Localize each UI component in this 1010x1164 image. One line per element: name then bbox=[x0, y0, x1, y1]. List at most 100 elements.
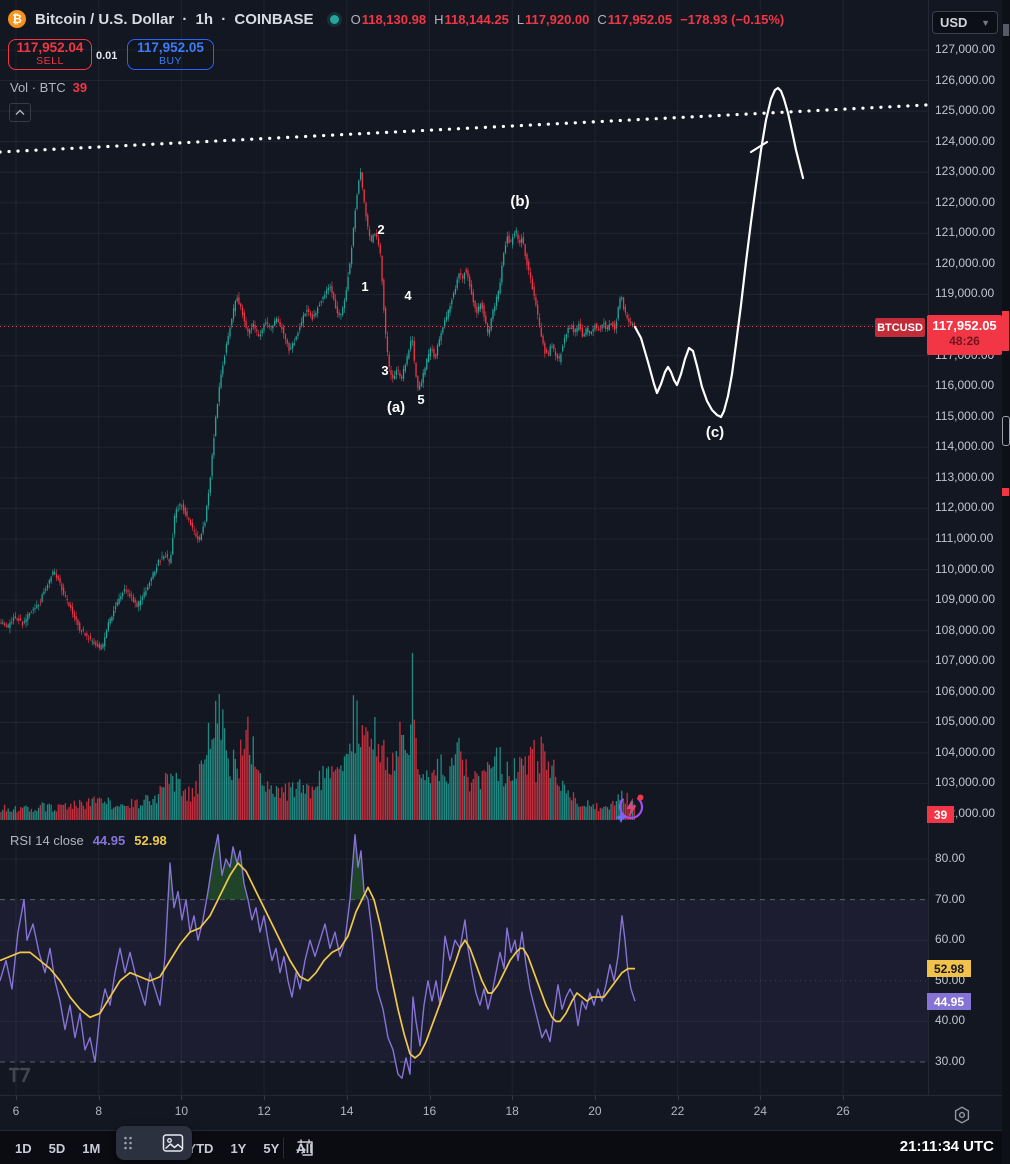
time-tick-mark bbox=[429, 1096, 431, 1100]
price-axis-label: 106,000.00 bbox=[935, 683, 996, 698]
range-button-5D[interactable]: 5D bbox=[46, 1139, 69, 1158]
go-to-date-button[interactable] bbox=[293, 1136, 317, 1163]
strip-price-mark bbox=[1002, 311, 1009, 351]
utc-clock[interactable]: 21:11:34 UTC bbox=[899, 1138, 994, 1155]
range-button-1Y[interactable]: 1Y bbox=[227, 1139, 249, 1158]
chart-header: ₿ Bitcoin / U.S. Dollar · 1h · COINBASE … bbox=[8, 8, 784, 30]
time-axis-label: 18 bbox=[505, 1104, 519, 1118]
volume-axis-badge: 39 bbox=[927, 806, 954, 823]
close-value: 117,952.05 bbox=[607, 11, 673, 27]
time-tick-mark bbox=[181, 1096, 183, 1100]
time-axis-label: 14 bbox=[340, 1104, 354, 1118]
rsi-axis-scale-label: 70.00 bbox=[935, 891, 966, 906]
rsi-legend[interactable]: RSI 14 close 44.95 52.98 bbox=[10, 833, 167, 848]
gear-icon bbox=[954, 1106, 970, 1124]
range-button-YTD[interactable]: YTD bbox=[184, 1139, 216, 1158]
sell-button[interactable]: 117,952.04 SELL bbox=[8, 39, 92, 70]
price-axis[interactable]: USD ▼ 127,000.00 126,000.00 125,000.00 124,… bbox=[928, 0, 1003, 1095]
calendar-arrow-icon bbox=[296, 1139, 313, 1156]
volume-value: 39 bbox=[72, 80, 88, 95]
high-value: 118,144.25 bbox=[444, 11, 509, 27]
price-axis-label: 109,000.00 bbox=[935, 592, 996, 607]
time-axis-label: 22 bbox=[670, 1104, 685, 1118]
chevron-up-icon bbox=[15, 109, 25, 115]
price-axis-label: 127,000.00 bbox=[935, 42, 996, 56]
time-tick-mark bbox=[677, 1096, 679, 1100]
bar-countdown: 48:26 bbox=[949, 334, 980, 348]
axis-settings-button[interactable] bbox=[951, 1104, 973, 1126]
time-axis-label: 24 bbox=[753, 1104, 767, 1118]
open-value: 118,130.98 bbox=[361, 11, 427, 27]
change-value: −178.93 (−0.15%) bbox=[680, 11, 785, 27]
price-axis-label: 104,000.00 bbox=[935, 744, 996, 759]
rsi-value: 44.95 bbox=[92, 833, 126, 848]
bitcoin-icon: ₿ bbox=[8, 10, 26, 28]
wave-label-a: (a) bbox=[387, 399, 405, 416]
rsi-axis-scale-label: 30.00 bbox=[935, 1054, 966, 1068]
range-button-All[interactable]: All bbox=[293, 1139, 316, 1158]
strip-thumb[interactable] bbox=[1002, 416, 1010, 446]
wave-label-2: 2 bbox=[377, 222, 384, 237]
price-axis-label: 119,000.00 bbox=[935, 286, 995, 301]
time-axis-label: 12 bbox=[257, 1104, 271, 1118]
time-tick-mark bbox=[843, 1096, 844, 1100]
rsi-axis-scale-label: 80.00 bbox=[935, 851, 966, 865]
price-axis-label: 126,000.00 bbox=[935, 72, 996, 87]
rsi-ma-axis-label: 52.98 bbox=[927, 960, 971, 977]
range-button-1M[interactable]: 1M bbox=[79, 1139, 103, 1158]
price-axis-label: 124,000.00 bbox=[935, 133, 996, 148]
time-axis-label: 20 bbox=[588, 1104, 602, 1118]
price-axis-label: 113,000.00 bbox=[935, 469, 995, 484]
price-axis-label: 114,000.00 bbox=[935, 439, 995, 454]
price-axis-label: 120,000.00 bbox=[935, 255, 996, 270]
price-axis-label: 122,000.00 bbox=[935, 194, 996, 209]
time-axis-label: 8 bbox=[95, 1104, 103, 1118]
rsi-axis-scale-label: 60.00 bbox=[935, 932, 966, 947]
range-button-5Y[interactable]: 5Y bbox=[260, 1139, 282, 1158]
time-axis[interactable]: 6 8 10 12 14 16 18 20 22 24 26 bbox=[0, 1095, 1002, 1131]
current-price-label: 117,952.05 48:26 bbox=[927, 315, 1002, 355]
time-tick-mark bbox=[346, 1096, 348, 1100]
price-axis-label: 123,000.00 bbox=[935, 164, 996, 179]
low-value: 117,920.00 bbox=[525, 11, 590, 27]
time-tick-mark bbox=[16, 1096, 17, 1100]
time-axis-label: 26 bbox=[836, 1104, 850, 1118]
time-tick-mark bbox=[264, 1096, 266, 1100]
symbol-price-tag: BTCUSD bbox=[875, 318, 925, 337]
price-axis-label: 121,000.00 bbox=[935, 225, 996, 240]
floating-snapshot-widget[interactable] bbox=[116, 1126, 192, 1160]
side-scroll-strip[interactable] bbox=[1002, 0, 1010, 1164]
price-axis-label: 107,000.00 bbox=[935, 653, 996, 668]
wave-label-c: (c) bbox=[706, 424, 724, 441]
time-axis-label: 16 bbox=[422, 1104, 437, 1118]
strip-mark bbox=[1003, 24, 1009, 36]
market-status-icon[interactable] bbox=[329, 14, 339, 24]
price-axis-label: 111,000.00 bbox=[935, 530, 994, 545]
buy-button[interactable]: 117,952.05 BUY bbox=[127, 39, 214, 70]
image-snapshot-icon[interactable] bbox=[161, 1132, 185, 1154]
price-axis-label: 110,000.00 bbox=[935, 561, 995, 576]
drag-handle-icon[interactable] bbox=[123, 1135, 133, 1151]
time-tick-mark bbox=[760, 1096, 762, 1100]
tradingview-logo bbox=[8, 1066, 32, 1089]
rsi-ma-value: 52.98 bbox=[134, 833, 167, 848]
time-tick-mark bbox=[594, 1096, 596, 1100]
chart-canvas[interactable]: 1 2 3 4 5 (a) (b) (c) bbox=[0, 0, 1002, 1095]
rsi-axis-label: 44.95 bbox=[927, 993, 971, 1010]
wave-label-1: 1 bbox=[361, 279, 368, 294]
price-axis-label: 116,000.00 bbox=[935, 378, 995, 393]
price-axis-label: 105,000.00 bbox=[935, 714, 996, 729]
symbol-title[interactable]: Bitcoin / U.S. Dollar · 1h · COINBASE bbox=[35, 10, 314, 28]
time-axis-label: 6 bbox=[12, 1104, 20, 1118]
time-tick-mark bbox=[98, 1096, 100, 1100]
rsi-axis-scale-label: 40.00 bbox=[935, 1013, 966, 1028]
price-axis-label: 103,000.00 bbox=[935, 775, 996, 790]
ai-assistant-icon[interactable] bbox=[614, 791, 648, 825]
wave-label-b: (b) bbox=[510, 193, 529, 210]
collapse-panel-button[interactable] bbox=[9, 103, 31, 122]
range-button-1D[interactable]: 1D bbox=[12, 1139, 35, 1158]
currency-selector[interactable]: USD ▼ bbox=[932, 11, 998, 34]
strip-mark bbox=[1002, 488, 1009, 496]
interval-label[interactable]: 1h bbox=[195, 10, 214, 28]
